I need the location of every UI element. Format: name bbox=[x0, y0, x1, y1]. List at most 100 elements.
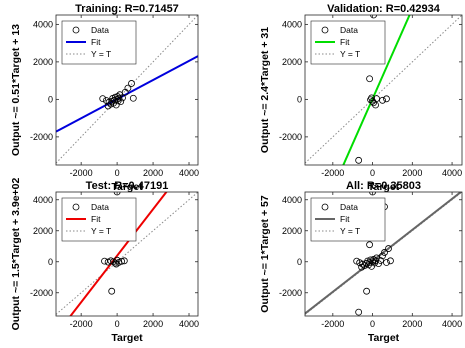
panel-4-x-axis-label: Target bbox=[368, 332, 400, 344]
panel-2-data-point bbox=[366, 75, 373, 83]
panel-2-y-tick-label: 2000 bbox=[282, 57, 302, 67]
panel-2-x-tick-label: 0 bbox=[370, 168, 375, 178]
panel-3-x-tick-label: -2000 bbox=[70, 319, 93, 329]
panel-3-y-tick-label: -2000 bbox=[30, 288, 53, 298]
panel-1-x-tick-label: 4000 bbox=[179, 168, 199, 178]
panel-3-legend: Data Fit Y = T bbox=[61, 197, 137, 242]
panel-3-legend-entry: Fit bbox=[91, 214, 101, 224]
panel-4-legend-entry: Y = T bbox=[340, 226, 360, 236]
panel-2-data-point bbox=[372, 101, 379, 109]
panel-3-y-tick-label: 4000 bbox=[33, 195, 53, 205]
panel-2-plot-content bbox=[305, 15, 462, 165]
panel-1-data-point bbox=[119, 94, 126, 102]
panel-1-legend-entry: Fit bbox=[91, 37, 101, 47]
panel-1-data-point bbox=[117, 98, 125, 106]
panel-2-data-point bbox=[379, 96, 386, 104]
panel-3: -2000 0 2000 4000 -2000 0 2000 4000 Test: R=0.47… bbox=[10, 177, 199, 344]
panel-1-x-axis-label: Target bbox=[111, 181, 143, 193]
panel-3-data-point bbox=[112, 260, 120, 268]
panel-2-data-point bbox=[383, 95, 390, 103]
panel-2-fit-line bbox=[342, 15, 411, 165]
panel-2-x-axis-label: Target bbox=[368, 181, 400, 193]
panel-2-data-point bbox=[370, 15, 377, 19]
panel-4: -2000 0 2000 4000 -2000 0 2000 4000 All: R=0.358… bbox=[259, 180, 463, 344]
panel-2-x-tick-label: 2000 bbox=[402, 168, 422, 178]
panel-3-x-tick-label: 0 bbox=[115, 319, 120, 329]
panel-3-legend-data-marker bbox=[72, 203, 80, 211]
panel-4-y-axis-label: Output ~= 1*Target + 57 bbox=[259, 195, 271, 313]
panel-3-axes-box bbox=[55, 191, 199, 317]
panel-4-x-tick-label: 2000 bbox=[402, 319, 422, 329]
panel-1-data-point bbox=[115, 94, 123, 102]
panel-4-legend-entry: Data bbox=[340, 202, 358, 212]
panel-3-data-point bbox=[108, 287, 116, 295]
panel-2-axes-box bbox=[304, 14, 463, 166]
panel-2-legend-entry: Fit bbox=[340, 37, 350, 47]
panel-2-x-tick-label: 4000 bbox=[442, 168, 462, 178]
panel-3-y-axis-label: Output ~= 1.5*Target + 3.9e+02 bbox=[10, 177, 22, 330]
panel-1-fit-line bbox=[56, 55, 198, 133]
panel-3-legend-entry: Data bbox=[91, 202, 109, 212]
panel-4-data-point bbox=[383, 259, 390, 266]
panel-3-x-axis-label: Target bbox=[111, 332, 143, 344]
panel-4-y-tick-label: 4000 bbox=[282, 195, 302, 205]
panel-1-axes-box bbox=[55, 14, 199, 166]
panel-2-data-point bbox=[373, 95, 380, 103]
panel-4-legend-entry: Fit bbox=[340, 214, 350, 224]
panel-4-data-point bbox=[381, 249, 388, 256]
panel-1-y-tick-label: 0 bbox=[48, 94, 53, 104]
panel-1-legend-entry: Y = T bbox=[91, 49, 111, 59]
panel-4-title: All: R=0.35803 bbox=[346, 180, 421, 192]
panel-2-y-tick-label: 4000 bbox=[282, 19, 302, 29]
panel-4-data-point bbox=[379, 252, 386, 260]
panel-2-data-point bbox=[355, 156, 363, 164]
panel-1-y-tick-label: 2000 bbox=[33, 57, 53, 67]
panel-2-legend: Data Fit Y = T bbox=[310, 20, 386, 65]
panel-1-x-tick-label: 0 bbox=[115, 168, 120, 178]
panel-4-data-point bbox=[366, 241, 373, 249]
panel-4-plot-content bbox=[305, 192, 462, 316]
panel-1: -2000 0 2000 4000 -2000 0 2000 4000 Training: R=… bbox=[10, 3, 199, 193]
panel-1-data-point bbox=[104, 102, 112, 110]
panel-1-legend-data-marker bbox=[72, 26, 80, 34]
panel-4-axes-box bbox=[304, 191, 463, 317]
panel-1-y-tick-label: 4000 bbox=[33, 19, 53, 29]
panel-1-y-axis-label: Output ~= 0.51*Target + 13 bbox=[10, 24, 22, 156]
panel-4-y-tick-label: -2000 bbox=[279, 288, 302, 298]
panel-4-legend-data-marker bbox=[321, 203, 329, 211]
panel-3-data-point bbox=[120, 257, 128, 265]
panel-3-data-point bbox=[118, 257, 126, 265]
panel-1-plot-content bbox=[56, 15, 198, 164]
panel-4-data-point bbox=[363, 287, 371, 295]
panel-2-identity-line bbox=[305, 15, 462, 164]
panel-2-x-tick-label: -2000 bbox=[321, 168, 344, 178]
panel-1-data-point bbox=[129, 94, 137, 102]
panel-4-data-point bbox=[377, 257, 384, 264]
panel-4-y-tick-label: 0 bbox=[297, 257, 302, 267]
panel-1-title: Training: R=0.71457 bbox=[75, 3, 179, 15]
panel-4-data-point bbox=[385, 245, 392, 252]
panel-4-x-tick-label: -2000 bbox=[321, 319, 344, 329]
panel-4-x-tick-label: 0 bbox=[370, 319, 375, 329]
panel-4-fit-line bbox=[305, 192, 462, 315]
panel-2-data-point bbox=[368, 94, 375, 102]
panel-1-legend: Data Fit Y = T bbox=[61, 20, 137, 65]
panel-3-title: Test: R=0.47191 bbox=[86, 180, 169, 192]
panel-1-x-tick-label: 2000 bbox=[143, 168, 163, 178]
panel-1-data-point bbox=[99, 95, 107, 103]
panel-4-x-tick-label: 4000 bbox=[442, 319, 462, 329]
panel-1-legend-entry: Data bbox=[91, 25, 109, 35]
panel-1-y-tick-label: -2000 bbox=[30, 132, 53, 142]
panel-1-data-point bbox=[114, 93, 122, 100]
panel-2-title: Validation: R=0.42934 bbox=[327, 3, 441, 15]
panel-1-data-point bbox=[128, 80, 135, 87]
panel-3-y-tick-label: 0 bbox=[48, 257, 53, 267]
panel-2-legend-entry: Y = T bbox=[340, 49, 360, 59]
panel-4-data-point bbox=[355, 308, 363, 316]
panel-2-y-tick-label: -2000 bbox=[279, 132, 302, 142]
panel-1-x-tick-label: -2000 bbox=[70, 168, 93, 178]
panel-3-x-tick-label: 2000 bbox=[143, 319, 163, 329]
panel-2-y-axis-label: Output ~= 2.4*Target + 31 bbox=[259, 27, 271, 153]
panel-4-data-point bbox=[387, 257, 394, 265]
